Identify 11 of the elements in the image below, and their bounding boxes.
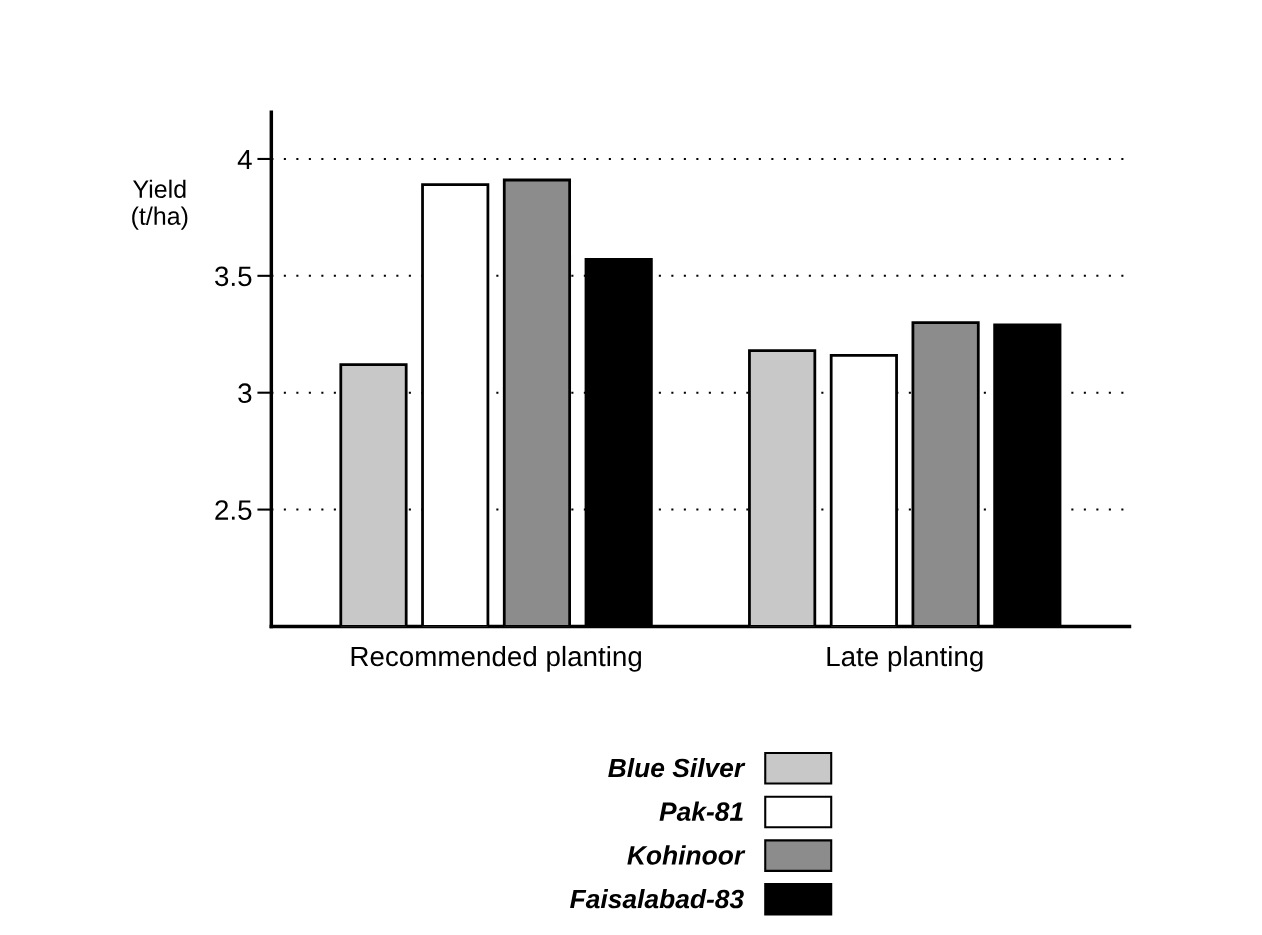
y-tick-label: 2.5 [215,500,252,520]
x-tick-label: Late planting [827,645,983,672]
legend-label: Pak-81 [659,801,743,821]
legend-label: Faisalabad-83 [570,888,744,909]
legend-label: Blue Silver [608,757,746,778]
y-axis-title: Yield (t/ha) [132,179,188,230]
y-tick-label: 3.5 [215,266,252,287]
y-tick-label: 4 [237,149,252,170]
x-tick-label: Recommended planting [351,645,641,672]
y-tick-label: 3 [238,383,252,404]
legend-label: Kohinoor [627,845,746,865]
